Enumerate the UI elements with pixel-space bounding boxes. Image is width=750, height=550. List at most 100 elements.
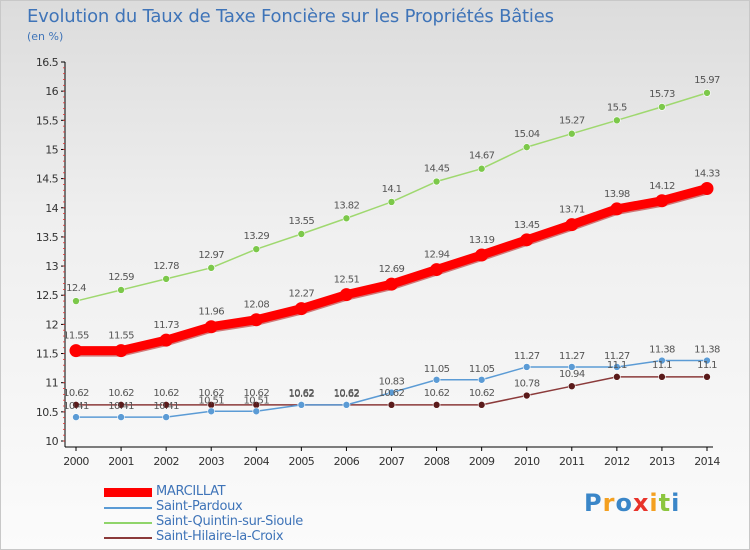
data-point-saint-quintin-sur-sioule xyxy=(658,103,666,111)
data-point-marcillat xyxy=(565,218,579,232)
data-point-saint-hilaire-la-croix xyxy=(117,401,125,409)
data-label-marcillat: 14.12 xyxy=(649,181,675,192)
y-tick-label: 16 xyxy=(45,85,58,98)
data-point-saint-quintin-sur-sioule xyxy=(522,143,531,151)
data-label-saint-quintin-sur-sioule: 12.78 xyxy=(153,261,179,272)
data-point-saint-hilaire-la-croix xyxy=(703,373,711,381)
data-point-saint-pardoux xyxy=(162,413,170,421)
x-tick-label: 2002 xyxy=(153,455,179,468)
data-label-marcillat: 12.08 xyxy=(243,300,269,311)
data-label-saint-hilaire-la-croix: 10.62 xyxy=(424,388,450,399)
data-point-saint-hilaire-la-croix xyxy=(387,401,396,409)
data-label-saint-hilaire-la-croix: 10.62 xyxy=(379,388,405,399)
data-point-saint-pardoux xyxy=(387,388,396,397)
data-label-marcillat: 12.27 xyxy=(289,289,315,300)
y-tick-label: 15.5 xyxy=(36,114,59,127)
data-label-saint-pardoux: 11.05 xyxy=(469,364,495,375)
data-point-saint-pardoux xyxy=(658,356,666,365)
data-label-marcillat: 11.96 xyxy=(198,307,224,318)
data-label-saint-pardoux: 10.83 xyxy=(379,377,405,388)
data-point-saint-pardoux xyxy=(297,401,306,409)
x-tick-label: 2011 xyxy=(559,455,585,468)
data-label-marcillat: 12.51 xyxy=(334,275,360,286)
y-tick-label: 10 xyxy=(45,435,58,448)
x-tick-label: 2009 xyxy=(469,455,495,468)
data-point-saint-pardoux xyxy=(567,363,576,371)
data-label-saint-pardoux: 10.62 xyxy=(289,389,315,400)
legend-swatch-saint-quintin-sur-sioule xyxy=(104,522,152,524)
x-tick-label: 2003 xyxy=(198,455,224,468)
data-label-saint-pardoux: 10.41 xyxy=(108,401,134,412)
data-label-saint-quintin-sur-sioule: 14.1 xyxy=(382,184,402,195)
data-label-saint-hilaire-la-croix: 10.62 xyxy=(289,388,315,399)
y-tick-label: 16.5 xyxy=(36,56,59,69)
data-label-saint-hilaire-la-croix: 10.62 xyxy=(108,388,134,399)
data-point-marcillat xyxy=(249,313,263,327)
data-point-saint-pardoux xyxy=(207,407,216,416)
x-tick-label: 2005 xyxy=(289,455,315,468)
data-point-saint-quintin-sur-sioule xyxy=(477,164,486,173)
data-label-saint-hilaire-la-croix: 10.94 xyxy=(559,369,585,380)
data-label-saint-hilaire-la-croix: 10.62 xyxy=(198,388,224,399)
data-label-saint-pardoux: 10.51 xyxy=(198,395,224,406)
data-point-marcillat xyxy=(204,320,218,334)
data-label-saint-quintin-sur-sioule: 15.5 xyxy=(607,102,627,113)
data-label-saint-hilaire-la-croix: 10.78 xyxy=(514,379,540,390)
data-label-saint-pardoux: 10.41 xyxy=(153,401,179,412)
data-point-saint-hilaire-la-croix xyxy=(477,401,486,409)
data-point-saint-quintin-sur-sioule xyxy=(613,116,621,125)
x-tick-label: 2000 xyxy=(63,455,89,468)
data-point-saint-pardoux xyxy=(522,363,531,371)
y-tick-label: 12.5 xyxy=(36,289,59,302)
data-label-saint-hilaire-la-croix: 11.1 xyxy=(607,360,627,371)
data-label-saint-quintin-sur-sioule: 12.97 xyxy=(198,250,224,261)
data-label-saint-quintin-sur-sioule: 12.59 xyxy=(108,272,134,283)
data-label-saint-hilaire-la-croix: 10.62 xyxy=(63,388,89,399)
data-point-saint-quintin-sur-sioule xyxy=(567,129,576,138)
data-label-saint-pardoux: 10.41 xyxy=(63,401,89,412)
y-tick-label: 14.5 xyxy=(36,173,59,186)
data-point-saint-hilaire-la-croix xyxy=(658,373,666,381)
data-label-saint-hilaire-la-croix: 10.62 xyxy=(469,388,495,399)
y-tick-label: 11.5 xyxy=(36,348,59,361)
data-point-marcillat xyxy=(114,344,128,358)
data-label-saint-pardoux: 11.27 xyxy=(559,351,585,362)
data-label-saint-quintin-sur-sioule: 13.29 xyxy=(243,231,269,242)
data-point-marcillat xyxy=(610,202,624,216)
x-tick-label: 2007 xyxy=(379,455,405,468)
data-point-saint-hilaire-la-croix xyxy=(432,401,441,409)
y-tick-label: 14 xyxy=(45,202,58,215)
data-label-marcillat: 11.55 xyxy=(63,331,89,342)
data-label-saint-pardoux: 11.27 xyxy=(604,351,630,362)
data-label-saint-hilaire-la-croix: 11.1 xyxy=(697,360,717,371)
data-label-marcillat: 13.19 xyxy=(469,235,495,246)
x-tick-label: 2004 xyxy=(243,455,269,468)
data-point-saint-quintin-sur-sioule xyxy=(342,214,351,223)
legend-swatch-saint-pardoux xyxy=(104,507,152,509)
data-label-saint-quintin-sur-sioule: 13.55 xyxy=(289,216,315,227)
data-point-saint-quintin-sur-sioule xyxy=(117,286,125,294)
data-point-saint-pardoux xyxy=(703,356,711,365)
data-label-saint-quintin-sur-sioule: 14.45 xyxy=(424,164,450,175)
x-tick-label: 2001 xyxy=(108,455,134,468)
y-tick-label: 13 xyxy=(45,260,58,273)
data-label-saint-quintin-sur-sioule: 15.97 xyxy=(694,75,720,86)
data-label-saint-quintin-sur-sioule: 13.82 xyxy=(334,200,360,211)
data-point-saint-pardoux xyxy=(342,401,351,409)
data-label-marcillat: 11.73 xyxy=(153,320,179,331)
data-label-saint-quintin-sur-sioule: 15.27 xyxy=(559,116,585,127)
proxiti-logo: Proxiti xyxy=(584,489,681,517)
data-point-marcillat xyxy=(700,182,714,196)
data-point-marcillat xyxy=(339,288,353,302)
legend-swatch-marcillat xyxy=(104,488,152,497)
y-tick-label: 13.5 xyxy=(36,231,59,244)
y-tick-label: 10.5 xyxy=(36,406,59,419)
data-point-marcillat xyxy=(430,263,444,277)
x-tick-label: 2006 xyxy=(334,455,360,468)
data-label-saint-pardoux: 10.51 xyxy=(243,395,269,406)
data-point-saint-hilaire-la-croix xyxy=(613,373,621,381)
data-label-marcillat: 13.71 xyxy=(559,205,585,216)
data-point-marcillat xyxy=(294,302,308,316)
